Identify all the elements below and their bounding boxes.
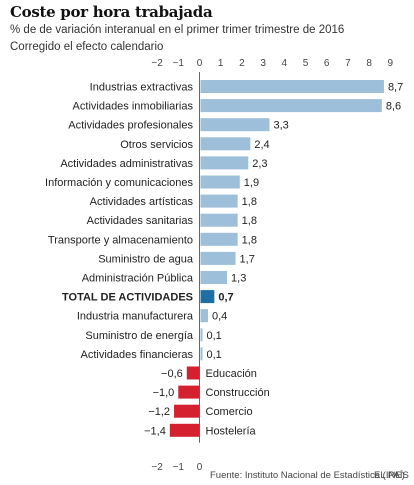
bar xyxy=(200,347,203,361)
chart-subtitle: % de de variación interanual en el prime… xyxy=(10,24,345,36)
category-label: TOTAL DE ACTIVIDADES xyxy=(62,292,193,304)
x-tick-label-top: 7 xyxy=(345,58,351,69)
bar xyxy=(200,309,208,323)
category-label: Actividades profesionales xyxy=(68,120,193,132)
x-tick-label-top: 2 xyxy=(239,58,245,69)
value-label: 0,7 xyxy=(218,292,233,304)
category-label: Administración Pública xyxy=(82,273,194,285)
bar xyxy=(200,251,236,265)
x-tick-label-top: 6 xyxy=(324,58,330,69)
value-label: 1,3 xyxy=(231,273,246,285)
x-tick-label-top: 8 xyxy=(366,58,372,69)
x-tick-label-top: 4 xyxy=(282,58,288,69)
value-label: 8,7 xyxy=(388,82,403,94)
category-label: Actividades financieras xyxy=(80,349,193,361)
publisher-logo: EL PAÍS xyxy=(374,470,409,481)
chart-title: Coste por hora trabajada xyxy=(10,3,213,21)
value-label: 0,4 xyxy=(212,311,227,323)
value-label: −1,2 xyxy=(148,406,170,418)
x-tick-label-bottom: −1 xyxy=(173,462,185,473)
value-label: 8,6 xyxy=(386,101,401,113)
category-label: Comercio xyxy=(206,406,253,418)
category-label: Industria manufacturera xyxy=(77,311,194,323)
bar xyxy=(200,137,251,151)
value-label: 0,1 xyxy=(207,330,222,342)
bar xyxy=(200,232,238,246)
value-label: −1,4 xyxy=(144,425,166,437)
value-label: 1,7 xyxy=(240,253,255,265)
value-label: 2,3 xyxy=(252,158,267,170)
value-label: 1,8 xyxy=(242,196,257,208)
bar xyxy=(200,80,384,93)
source-note: Fuente: Instituto Nacional de Estadístic… xyxy=(210,470,408,481)
chart-subtitle-note: Corregido el efecto calendario xyxy=(10,41,164,53)
category-label: Transporte y almacenamiento xyxy=(48,234,193,246)
value-label: 1,8 xyxy=(242,234,257,246)
category-label: Industrias extractivas xyxy=(90,82,194,94)
category-label: Suministro de agua xyxy=(98,253,194,265)
bar xyxy=(178,385,200,399)
value-label: 1,9 xyxy=(244,177,259,189)
value-label: −1,0 xyxy=(153,387,175,399)
value-label: 3,3 xyxy=(273,120,288,132)
bar xyxy=(200,175,240,189)
x-tick-label-top: 5 xyxy=(303,58,309,69)
x-tick-label-top: 3 xyxy=(260,58,266,69)
x-tick-label-top: −2 xyxy=(151,58,163,69)
category-label: Educación xyxy=(206,368,257,380)
category-label: Actividades inmobiliarias xyxy=(73,101,194,113)
bar xyxy=(174,404,200,418)
bar xyxy=(200,290,215,304)
value-label: 0,1 xyxy=(207,349,222,361)
category-label: Actividades artísticas xyxy=(90,196,194,208)
x-tick-label-bottom: 0 xyxy=(197,462,203,473)
bar xyxy=(200,156,249,170)
bar xyxy=(200,271,228,284)
bar xyxy=(200,213,238,227)
category-label: Suministro de energía xyxy=(85,330,193,342)
value-label: 2,4 xyxy=(254,139,269,151)
x-tick-label-top: 9 xyxy=(388,58,394,69)
bar xyxy=(200,99,382,113)
category-label: Información y comunicaciones xyxy=(45,177,193,189)
value-label: 1,8 xyxy=(242,215,257,227)
category-label: Actividades administrativas xyxy=(60,158,193,170)
value-label: −0,6 xyxy=(161,368,183,380)
category-label: Actividades sanitarias xyxy=(87,215,194,227)
category-label: Construcción xyxy=(206,387,270,399)
x-tick-label-top: −1 xyxy=(173,58,185,69)
bar xyxy=(200,118,270,132)
bar xyxy=(200,328,203,342)
bar xyxy=(186,366,200,380)
category-label: Otros servicios xyxy=(120,139,193,151)
x-tick-label-top: 0 xyxy=(197,58,203,69)
x-tick-label-bottom: −2 xyxy=(151,462,163,473)
bar xyxy=(200,194,238,208)
x-tick-label-top: 1 xyxy=(218,58,224,69)
category-label: Hostelería xyxy=(206,425,257,437)
bar xyxy=(169,423,200,437)
